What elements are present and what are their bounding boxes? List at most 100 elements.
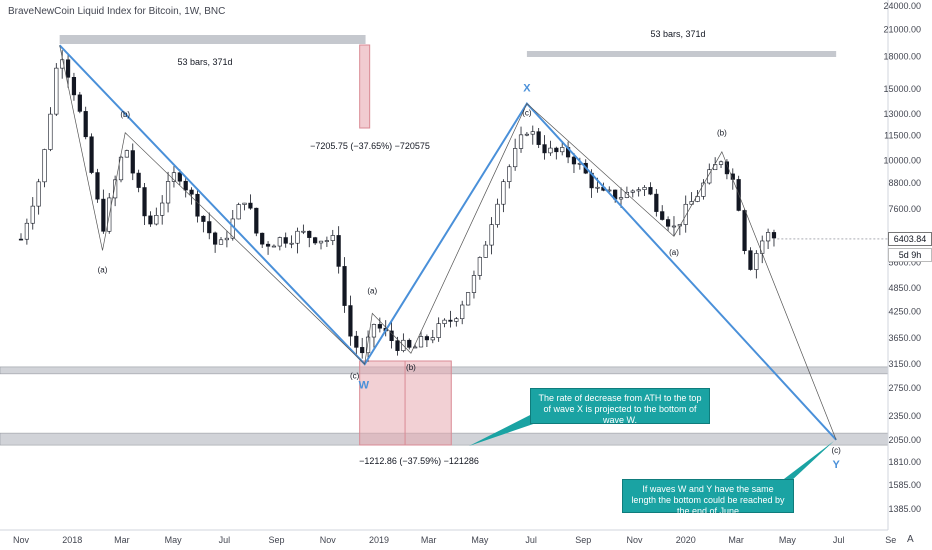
measure-boxes: 53 bars, 371d 53 bars, 371d −7205.75 (−37.…: [59, 29, 837, 482]
wave-label-a1: (a): [98, 265, 108, 274]
candle-up: [501, 181, 506, 205]
candle-up: [701, 182, 706, 197]
time-tick-label: Sep: [575, 535, 591, 545]
candle-up: [454, 318, 459, 322]
candle-up: [442, 319, 447, 324]
time-tick-label: Jul: [525, 535, 537, 545]
wave-label-b3: (b): [717, 129, 727, 138]
wave-label-a3: (a): [669, 248, 679, 257]
candlesticks: [18, 50, 777, 362]
time-tick-label: Nov: [320, 535, 337, 545]
auto-scale-button[interactable]: A: [907, 534, 914, 545]
candle-up: [636, 189, 641, 192]
candle-up: [595, 186, 600, 189]
measure-label-top: −7205.75 (−37.65%) −720575: [310, 141, 430, 151]
time-tick-label: Nov: [13, 535, 30, 545]
candle-down: [195, 193, 200, 217]
candle-up: [718, 161, 724, 165]
price-tick-label: 13000.00: [883, 109, 921, 119]
candle-down: [354, 335, 359, 348]
candle-up: [113, 179, 118, 199]
candle-down: [360, 347, 365, 354]
candle-down: [771, 232, 777, 239]
candle-down: [348, 305, 353, 337]
wave-labels: (a)(b)(c)W(a)(b)(c)X(a)(b)(c)Y: [98, 82, 888, 471]
price-tick-label: 7600.00: [888, 204, 921, 214]
candle-up: [42, 149, 47, 183]
callout-ath-pointer: [469, 410, 545, 446]
candle-down: [77, 94, 82, 112]
time-tick-label: Mar: [421, 535, 437, 545]
candle-up: [436, 323, 441, 338]
bars-range-left: [59, 35, 366, 44]
price-tick-label: 24000.00: [883, 1, 921, 11]
candle-up: [489, 224, 494, 246]
time-tick-label: Nov: [626, 535, 643, 545]
candle-down: [748, 250, 753, 270]
candle-up: [689, 201, 694, 205]
wave-label-c2: (c): [522, 108, 532, 117]
candle-up: [518, 134, 524, 149]
price-tick-label: 4250.00: [888, 306, 921, 316]
bars-label-left: 53 bars, 371d: [177, 57, 232, 67]
measure-box-top: [359, 44, 371, 129]
candle-down: [283, 237, 288, 244]
candle-up: [242, 202, 247, 205]
candle-up: [124, 150, 129, 158]
candle-up: [624, 191, 630, 198]
candle-down: [207, 221, 212, 234]
candle-up: [707, 169, 712, 184]
candle-down: [542, 144, 547, 154]
measure-label-bottom: −1212.86 (−37.59%) −121286: [359, 456, 479, 466]
price-tick-label: 2350.00: [888, 411, 921, 421]
candle-up: [618, 197, 624, 200]
price-tick-label: 2750.00: [888, 383, 921, 393]
candle-up: [301, 230, 306, 233]
candle-down: [342, 266, 347, 306]
candle-up: [530, 131, 535, 135]
candle-up: [642, 187, 647, 190]
time-tick-label: 2020: [676, 535, 696, 545]
candle-down: [260, 232, 265, 245]
candle-up: [465, 292, 471, 306]
candle-up: [754, 253, 759, 270]
bars-range-right: [526, 51, 837, 57]
candle-up: [24, 222, 29, 240]
candle-up: [371, 324, 377, 338]
candle-down: [183, 180, 188, 191]
candle-down: [71, 77, 77, 96]
wave-label-a2: (a): [367, 287, 377, 296]
candle-up: [460, 304, 465, 320]
time-tick-label: May: [165, 535, 183, 545]
candle-up: [765, 232, 771, 242]
bars-label-right: 53 bars, 371d: [650, 29, 705, 39]
price-tick-label: 2050.00: [888, 435, 921, 445]
candle-down: [254, 207, 259, 234]
candle-down: [130, 150, 135, 174]
candle-up: [154, 215, 159, 225]
wave-label-b1: (b): [120, 110, 130, 119]
candle-down: [377, 324, 382, 329]
candle-down: [389, 330, 394, 341]
candle-down: [95, 172, 100, 200]
candle-down: [142, 187, 147, 217]
wave-label-Y: Y: [832, 459, 840, 471]
candle-down: [18, 238, 24, 241]
time-tick-label: Jul: [219, 535, 231, 545]
candle-down: [742, 210, 747, 251]
last-price-tag: 6403.84: [888, 232, 932, 246]
candle-up: [430, 337, 435, 341]
candle-up: [695, 196, 700, 202]
candle-up: [548, 147, 553, 154]
wave-abc-line: [59, 45, 837, 440]
candle-down: [407, 339, 412, 348]
candle-up: [165, 181, 171, 204]
candle-down: [177, 172, 182, 182]
candle-up: [524, 133, 530, 136]
candle-up: [471, 275, 477, 293]
time-tick-label: 2018: [62, 535, 82, 545]
candle-up: [171, 172, 177, 182]
candle-down: [307, 230, 312, 238]
time-tick-label: Mar: [114, 535, 130, 545]
